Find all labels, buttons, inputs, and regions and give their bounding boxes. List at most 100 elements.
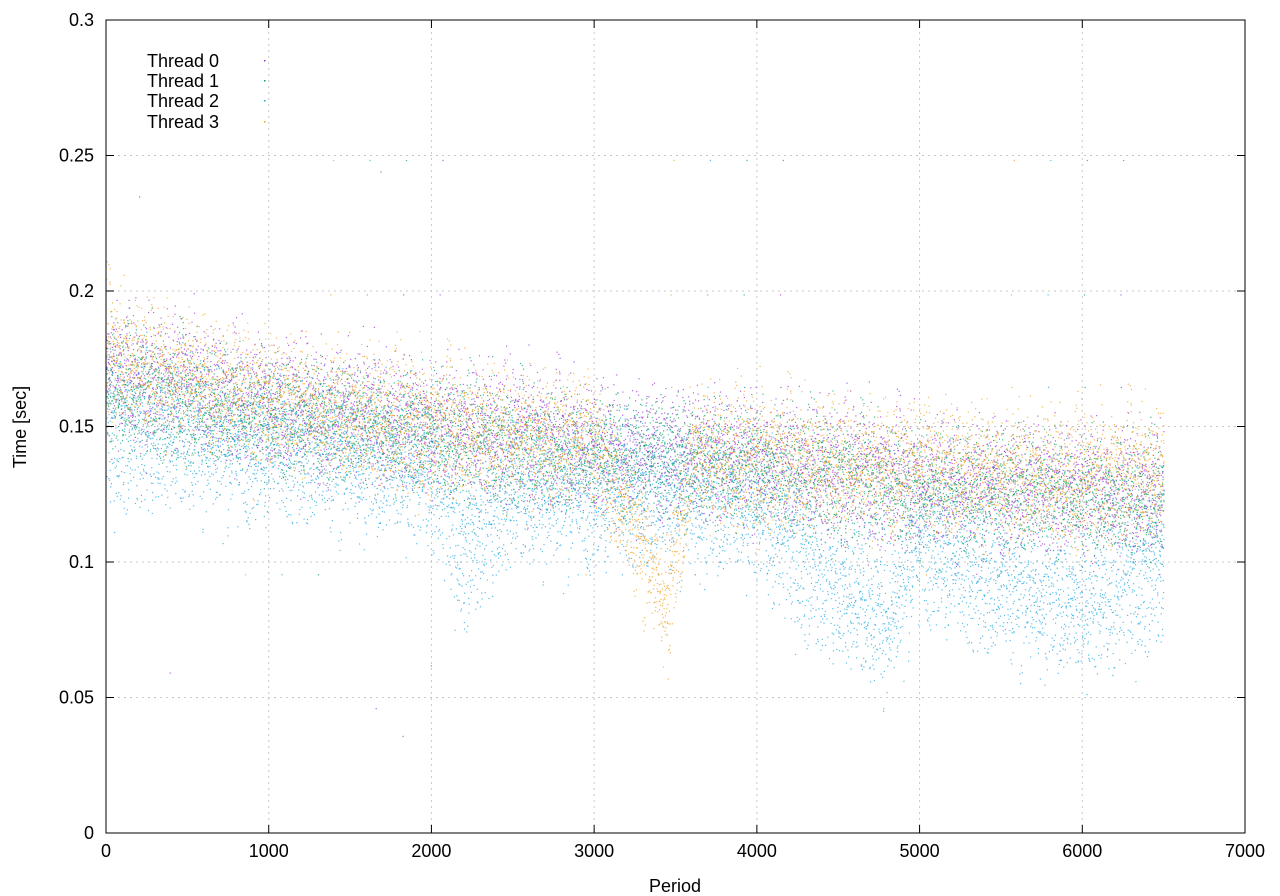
data-point [708, 481, 710, 483]
data-point [832, 497, 834, 499]
data-point [268, 381, 270, 384]
data-point [563, 458, 565, 460]
data-point [521, 426, 523, 428]
data-point [410, 441, 412, 443]
data-point [479, 467, 481, 469]
data-point [496, 387, 498, 389]
data-point [185, 404, 187, 406]
data-point [526, 411, 528, 413]
data-point [494, 453, 496, 455]
data-point [837, 479, 839, 481]
data-point [905, 503, 907, 505]
data-point [132, 377, 134, 379]
data-point [692, 392, 695, 394]
data-point [121, 422, 123, 425]
data-point [232, 399, 234, 401]
data-point [425, 407, 428, 409]
data-point [377, 437, 380, 439]
data-point [801, 442, 803, 444]
data-point [751, 455, 753, 457]
data-point [343, 396, 345, 398]
data-point [325, 459, 327, 461]
data-point [760, 410, 762, 412]
data-point [656, 504, 658, 506]
data-point [759, 477, 761, 479]
data-point [798, 474, 800, 476]
data-point [819, 425, 821, 427]
data-point [187, 414, 189, 416]
data-point [766, 455, 769, 457]
data-point [241, 366, 243, 368]
data-point [289, 358, 291, 360]
data-point [811, 450, 814, 452]
data-point [365, 479, 367, 482]
data-point [186, 385, 188, 387]
data-point [432, 426, 434, 428]
data-point [698, 400, 700, 402]
data-point [594, 434, 596, 436]
data-point [556, 476, 558, 478]
data-point [700, 482, 702, 484]
data-point [777, 430, 779, 432]
data-point [889, 502, 891, 504]
data-point [168, 336, 170, 338]
data-point [473, 372, 475, 374]
data-point [195, 366, 197, 368]
data-point [762, 459, 765, 461]
data-point [678, 524, 680, 526]
data-point [885, 512, 887, 514]
data-point [815, 409, 818, 411]
data-point [207, 428, 209, 430]
data-point [430, 452, 432, 454]
data-point [860, 458, 862, 460]
data-point [151, 342, 153, 345]
data-point [454, 472, 456, 474]
data-point [575, 422, 577, 425]
data-point [351, 392, 353, 394]
data-point [653, 382, 656, 384]
data-point [334, 403, 336, 405]
data-point [908, 452, 910, 454]
data-point [483, 438, 485, 440]
data-point [452, 482, 454, 484]
data-point [291, 413, 293, 415]
data-point [539, 435, 541, 437]
data-point [595, 423, 597, 425]
data-point [877, 451, 880, 453]
data-point [916, 487, 918, 489]
data-point [555, 420, 557, 423]
data-point [853, 512, 855, 514]
data-point [735, 432, 737, 434]
data-point [755, 507, 758, 509]
data-point [108, 377, 110, 379]
data-point [136, 386, 138, 388]
data-point [517, 400, 519, 403]
data-point [128, 373, 130, 375]
data-point [222, 429, 224, 432]
data-point [324, 376, 326, 378]
data-point [360, 428, 362, 430]
data-point [789, 425, 791, 427]
data-point [240, 400, 243, 402]
data-point [220, 350, 222, 352]
data-point [427, 468, 429, 470]
data-point [882, 424, 884, 427]
data-point [225, 414, 227, 416]
data-point [459, 463, 461, 465]
data-point [822, 499, 824, 501]
data-point [348, 382, 350, 384]
data-point [800, 490, 802, 492]
data-point [110, 411, 112, 413]
data-point [523, 387, 525, 389]
data-point [688, 443, 690, 445]
data-point [391, 451, 393, 453]
data-point [485, 448, 487, 450]
data-point [650, 445, 652, 448]
data-point [304, 390, 306, 392]
data-point [259, 388, 261, 390]
data-point [447, 450, 449, 453]
data-point [484, 454, 486, 456]
data-point [295, 420, 297, 422]
data-point [283, 411, 285, 413]
data-point [639, 421, 642, 423]
